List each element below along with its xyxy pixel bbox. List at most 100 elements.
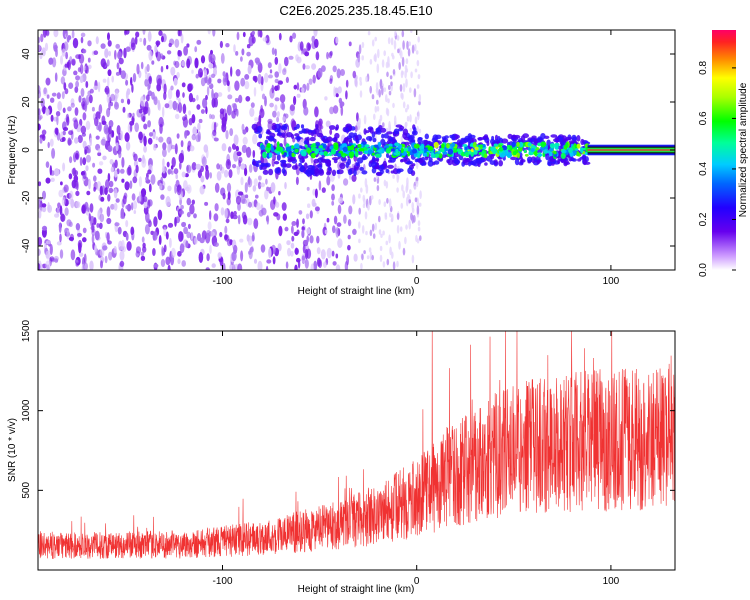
noise-blob	[240, 56, 243, 62]
noise-blob	[400, 202, 404, 209]
signal-core-blob	[412, 148, 418, 154]
signal-core-blob	[417, 152, 421, 159]
signal-blob	[507, 133, 513, 139]
noise-blob	[391, 213, 394, 222]
noise-blob	[314, 106, 319, 118]
signal-blob	[326, 171, 331, 176]
noise-blob	[363, 198, 366, 206]
noise-blob	[227, 84, 231, 93]
spectrogram-y-axis-label: Frequency (Hz)	[7, 116, 18, 185]
noise-blob	[104, 48, 109, 59]
noise-blob	[54, 72, 58, 82]
noise-blob	[79, 63, 84, 75]
noise-blob	[314, 38, 319, 48]
signal-core-blob	[473, 149, 478, 155]
noise-blob	[314, 206, 320, 212]
noise-blob	[166, 136, 172, 145]
noise-blob	[179, 30, 182, 37]
noise-blob	[230, 211, 234, 219]
noise-blob	[225, 130, 229, 140]
snr-series-line	[38, 331, 675, 559]
noise-blob	[66, 116, 70, 126]
noise-blob	[248, 250, 252, 255]
noise-blob	[260, 182, 265, 188]
signal-blob	[256, 125, 263, 133]
noise-blob	[156, 51, 162, 62]
noise-blob	[68, 82, 74, 89]
noise-blob	[65, 51, 68, 60]
noise-blob	[301, 87, 305, 93]
noise-blob	[353, 253, 358, 262]
noise-blob	[185, 186, 190, 192]
noise-blob	[180, 205, 184, 210]
noise-blob	[114, 159, 118, 169]
noise-blob	[82, 49, 87, 54]
noise-blob	[120, 98, 124, 104]
snr-y-tick-label: 1000	[21, 399, 32, 422]
noise-blob	[74, 86, 79, 93]
noise-blob	[75, 223, 81, 231]
signal-blob	[314, 170, 320, 177]
noise-blob	[116, 125, 121, 135]
noise-blob	[401, 30, 405, 38]
signal-blob	[489, 160, 496, 166]
noise-blob	[229, 128, 234, 137]
signal-core-blob	[561, 148, 566, 154]
signal-blob	[408, 134, 415, 140]
signal-core-blob	[276, 141, 280, 148]
signal-core-blob	[518, 141, 524, 148]
noise-blob	[181, 171, 186, 178]
noise-blob	[49, 244, 53, 255]
noise-blob	[162, 106, 165, 118]
noise-blob	[147, 106, 151, 116]
signal-core-blob	[533, 151, 537, 156]
colorbar-tick-label: 0.2	[698, 212, 709, 226]
noise-blob	[406, 115, 410, 122]
noise-blob	[184, 130, 188, 139]
noise-blob	[60, 55, 63, 65]
signal-blob	[347, 168, 353, 176]
noise-blob	[337, 238, 343, 249]
noise-blob	[85, 65, 89, 74]
noise-blob	[191, 97, 196, 103]
noise-blob	[326, 175, 331, 186]
noise-blob	[125, 205, 129, 210]
noise-blob	[114, 101, 119, 110]
noise-blob	[66, 229, 71, 240]
noise-blob	[268, 74, 273, 79]
noise-blob	[106, 217, 112, 225]
signal-core-blob	[439, 147, 445, 153]
noise-blob	[213, 60, 216, 69]
noise-blob	[41, 225, 48, 231]
noise-blob	[193, 213, 197, 219]
noise-blob	[415, 179, 419, 188]
noise-blob	[186, 211, 191, 218]
noise-blob	[294, 264, 298, 270]
noise-blob	[361, 41, 365, 49]
noise-blob	[383, 50, 387, 57]
signal-core-blob	[333, 144, 339, 150]
noise-blob	[167, 88, 173, 100]
signal-blob	[386, 152, 389, 158]
noise-blob	[335, 36, 339, 44]
noise-blob	[369, 85, 373, 94]
noise-blob	[361, 55, 365, 61]
noise-blob	[147, 137, 153, 145]
noise-blob	[242, 136, 248, 145]
noise-blob	[38, 43, 41, 52]
noise-blob	[143, 123, 148, 130]
noise-blob	[411, 44, 415, 54]
noise-blob	[224, 208, 228, 219]
signal-blob	[380, 127, 387, 133]
noise-blob	[396, 187, 399, 193]
noise-blob	[171, 144, 176, 150]
spectrogram-y-tick-label: -40	[21, 238, 32, 253]
signal-blob	[286, 132, 293, 138]
noise-blob	[38, 248, 41, 257]
signal-blob	[369, 127, 374, 134]
noise-blob	[86, 190, 91, 196]
noise-blob	[307, 203, 311, 208]
noise-blob	[244, 194, 249, 199]
snr-y-tick-label: 500	[21, 482, 32, 499]
noise-blob	[147, 31, 152, 42]
